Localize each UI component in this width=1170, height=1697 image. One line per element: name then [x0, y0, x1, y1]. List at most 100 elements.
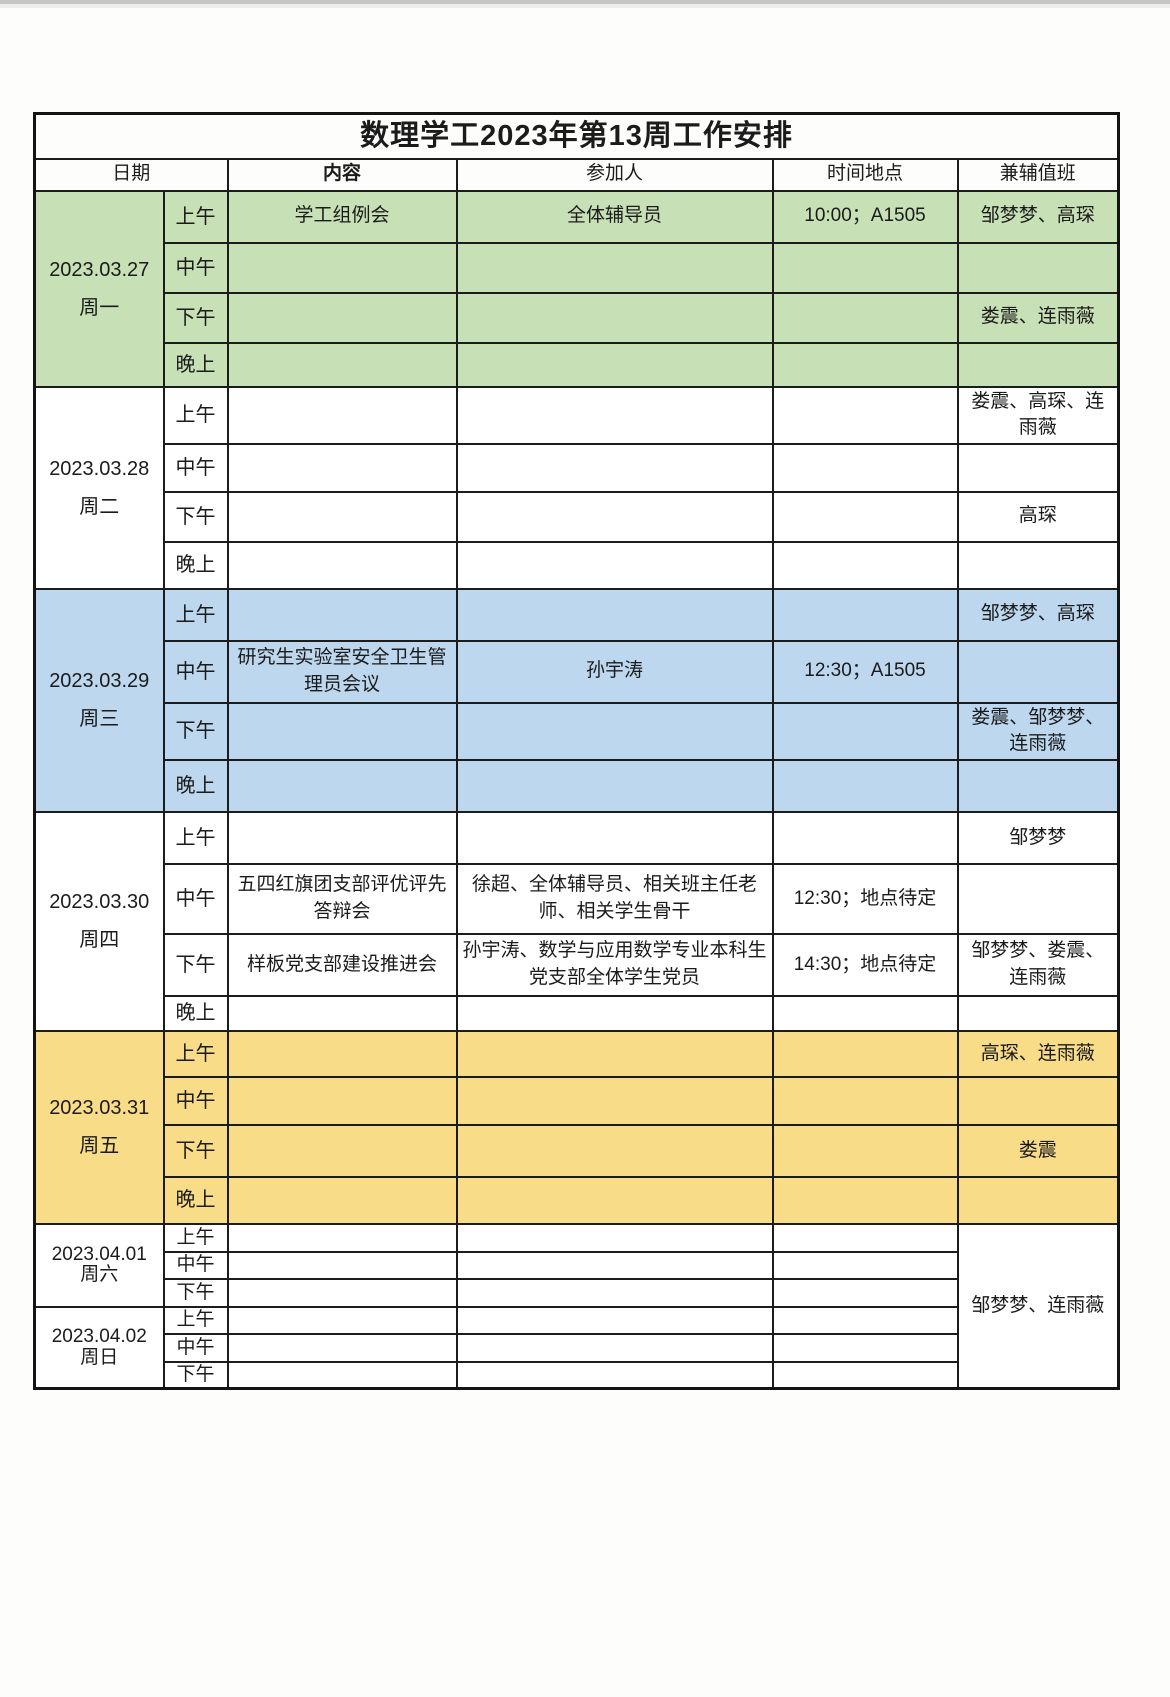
participants-cell [455, 994, 774, 1032]
participants-cell [455, 1360, 774, 1390]
period-cell: 上午 [162, 587, 229, 642]
period-cell: 中午 [162, 639, 229, 704]
period-cell: 下午 [162, 701, 229, 761]
duty-cell [956, 540, 1120, 590]
duty-cell: 邹梦梦、高琛 [956, 587, 1120, 642]
period-cell: 晚上 [162, 341, 229, 388]
participants-cell [455, 540, 774, 590]
content-cell [226, 1360, 458, 1390]
participants-cell [455, 1175, 774, 1225]
date-cell: 2023.03.30 周四 [33, 810, 165, 1032]
period-cell: 晚上 [162, 540, 229, 590]
participants-cell [455, 490, 774, 543]
duty-cell [956, 862, 1120, 935]
date-cell: 2023.03.31 周五 [33, 1029, 165, 1225]
time-cell [771, 1075, 959, 1126]
date-text: 2023.03.27 [49, 258, 150, 281]
content-cell [226, 442, 458, 493]
content-cell [226, 1075, 458, 1126]
time-cell [771, 1332, 959, 1363]
schedule-table: 数理学工2023年第13周工作安排 日期 内容 参加人 时间地点 兼辅值班 20… [33, 112, 1121, 1391]
time-cell [771, 241, 959, 294]
weekday-text: 周四 [79, 929, 120, 952]
content-cell [226, 587, 458, 642]
period-cell: 上午 [162, 385, 229, 445]
time-cell [771, 810, 959, 865]
participants-cell [455, 241, 774, 294]
time-cell [771, 587, 959, 642]
period-cell: 中午 [162, 862, 229, 935]
participants-cell [455, 1222, 774, 1253]
time-cell [771, 1123, 959, 1178]
weekday-text: 周六 [80, 1264, 119, 1286]
content-cell [226, 385, 458, 445]
participants-cell [455, 1277, 774, 1308]
content-cell [226, 701, 458, 761]
period-cell: 下午 [162, 1123, 229, 1178]
time-cell: 12:30；地点待定 [771, 862, 959, 935]
period-cell: 下午 [162, 291, 229, 344]
time-cell [771, 341, 959, 388]
participants-cell: 孙宇涛 [455, 639, 774, 704]
duty-cell: 娄震 [956, 1123, 1120, 1178]
duty-cell [956, 341, 1120, 388]
participants-cell [455, 385, 774, 445]
photo-edge-strip [0, 0, 1170, 4]
content-cell [226, 1250, 458, 1280]
weekday-text: 周二 [79, 495, 120, 518]
duty-cell [956, 994, 1120, 1032]
period-cell: 上午 [162, 1305, 229, 1335]
period-cell: 下午 [162, 490, 229, 543]
header-content: 内容 [226, 157, 458, 192]
duty-cell [956, 442, 1120, 493]
participants-cell: 孙宇涛、数学与应用数学专业本科生党支部全体学生党员 [455, 932, 774, 997]
time-cell [771, 1175, 959, 1225]
date-cell: 2023.03.27 周一 [33, 189, 165, 388]
photo-edge-strip-light [0, 4, 1170, 8]
date-text: 2023.03.29 [49, 670, 150, 693]
participants-cell [455, 1075, 774, 1126]
participants-cell: 徐超、全体辅导员、相关班主任老师、相关学生骨干 [455, 862, 774, 935]
date-cell: 2023.04.01 周六 [33, 1222, 165, 1308]
time-cell: 12:30；A1505 [771, 639, 959, 704]
period-cell: 晚上 [162, 1175, 229, 1225]
duty-cell: 高琛 [956, 490, 1120, 543]
time-cell [771, 994, 959, 1032]
participants-cell: 全体辅导员 [455, 189, 774, 244]
weekend-duty-cell: 邹梦梦、连雨薇 [956, 1222, 1120, 1390]
content-cell [226, 1222, 458, 1253]
duty-cell: 邹梦梦 [956, 810, 1120, 865]
time-cell: 14:30；地点待定 [771, 932, 959, 997]
content-cell: 研究生实验室安全卫生管理员会议 [226, 639, 458, 704]
content-cell [226, 1305, 458, 1335]
content-cell: 学工组例会 [226, 189, 458, 244]
duty-cell [956, 758, 1120, 813]
duty-cell: 娄震、邹梦梦、连雨薇 [956, 701, 1120, 761]
period-cell: 上午 [162, 1029, 229, 1078]
participants-cell [455, 1305, 774, 1335]
time-cell [771, 701, 959, 761]
period-cell: 中午 [162, 442, 229, 493]
period-cell: 下午 [162, 932, 229, 997]
participants-cell [455, 701, 774, 761]
participants-cell [455, 442, 774, 493]
time-cell [771, 291, 959, 344]
duty-cell [956, 241, 1120, 294]
time-cell [771, 540, 959, 590]
date-cell: 2023.03.29 周三 [33, 587, 165, 813]
duty-cell [956, 1075, 1120, 1126]
duty-cell: 高琛、连雨薇 [956, 1029, 1120, 1078]
period-cell: 中午 [162, 1075, 229, 1126]
period-cell: 晚上 [162, 758, 229, 813]
time-cell [771, 1250, 959, 1280]
participants-cell [455, 587, 774, 642]
period-cell: 中午 [162, 1332, 229, 1363]
content-cell [226, 1332, 458, 1363]
time-cell [771, 758, 959, 813]
header-duty: 兼辅值班 [956, 157, 1120, 192]
header-participants: 参加人 [455, 157, 774, 192]
duty-cell: 邹梦梦、高琛 [956, 189, 1120, 244]
date-text: 2023.04.01 [51, 1243, 147, 1265]
content-cell [226, 341, 458, 388]
date-cell: 2023.03.28 周二 [33, 385, 165, 590]
